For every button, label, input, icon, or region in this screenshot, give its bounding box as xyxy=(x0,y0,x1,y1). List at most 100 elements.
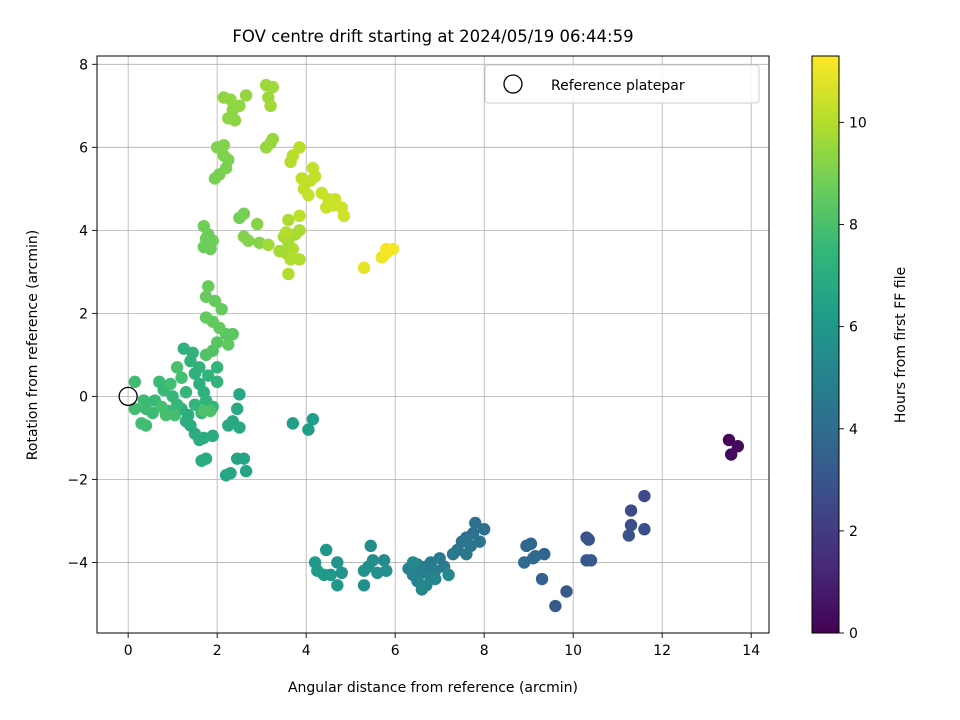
x-tick-label: 12 xyxy=(653,643,671,659)
data-point xyxy=(469,516,482,530)
data-point xyxy=(195,454,208,467)
data-point xyxy=(279,226,293,239)
data-point xyxy=(266,80,279,94)
data-point xyxy=(560,585,573,598)
data-point xyxy=(239,89,253,102)
data-point xyxy=(286,242,300,256)
data-point xyxy=(306,413,320,426)
data-point xyxy=(331,579,344,592)
data-point xyxy=(262,238,275,252)
data-point xyxy=(622,529,636,542)
data-point xyxy=(731,440,745,453)
data-point xyxy=(520,539,533,553)
colorbar-tick-label: 10 xyxy=(849,115,867,131)
data-point xyxy=(293,209,306,223)
data-point xyxy=(293,141,306,154)
data-point xyxy=(164,377,177,391)
data-point xyxy=(199,311,213,324)
data-point xyxy=(237,207,251,220)
data-point xyxy=(217,149,231,162)
colorbar-tick-label: 4 xyxy=(849,422,858,438)
data-point xyxy=(202,369,215,382)
data-point xyxy=(549,599,562,613)
x-tick-label: 0 xyxy=(124,643,133,659)
data-point xyxy=(186,346,199,360)
data-point xyxy=(197,219,211,233)
data-point xyxy=(357,261,371,274)
data-point xyxy=(242,234,255,247)
data-point xyxy=(170,361,184,374)
x-tick-label: 8 xyxy=(480,643,489,659)
data-point xyxy=(293,224,306,237)
data-point xyxy=(219,469,233,482)
data-point xyxy=(477,523,491,536)
colorbar-tick-label: 8 xyxy=(849,218,858,234)
data-point xyxy=(357,564,371,577)
data-point xyxy=(264,99,277,113)
data-point xyxy=(302,188,315,202)
data-point xyxy=(282,213,295,227)
colorbar xyxy=(811,55,840,634)
data-point xyxy=(166,390,179,403)
x-tick-label: 4 xyxy=(302,643,311,659)
x-axis-label: Angular distance from reference (arcmin) xyxy=(288,680,578,696)
y-tick-label: 8 xyxy=(79,57,88,73)
data-point xyxy=(206,234,219,247)
data-point xyxy=(584,554,598,567)
y-tick-label: −2 xyxy=(67,472,88,488)
data-point xyxy=(331,556,344,569)
data-point xyxy=(137,394,150,407)
colorbar-ticks: 0 2 4 6 8 10 xyxy=(839,115,867,642)
x-tick-label: 6 xyxy=(391,643,400,659)
data-point xyxy=(337,209,351,223)
data-point xyxy=(286,149,300,162)
x-tick-label: 14 xyxy=(742,643,760,659)
y-axis-ticks: −4 −2 0 2 4 6 8 xyxy=(67,57,97,571)
data-point xyxy=(415,583,429,596)
data-point xyxy=(233,99,246,113)
scatter-points xyxy=(128,78,745,613)
data-point xyxy=(638,489,651,503)
data-point xyxy=(199,290,213,303)
data-point xyxy=(175,371,188,384)
plot-frame xyxy=(96,55,770,634)
data-point xyxy=(251,217,264,231)
data-point xyxy=(188,398,202,411)
data-point xyxy=(357,579,371,592)
data-point xyxy=(724,448,738,461)
data-point xyxy=(239,464,253,478)
data-point xyxy=(282,267,295,281)
data-point xyxy=(228,114,242,127)
x-axis-ticks: 0 2 4 6 8 10 12 14 xyxy=(124,633,760,659)
data-point xyxy=(582,533,595,546)
data-point xyxy=(230,452,244,465)
data-point xyxy=(286,417,300,430)
legend-label: Reference platepar xyxy=(551,78,685,94)
data-point xyxy=(188,427,202,440)
data-point xyxy=(535,572,549,586)
y-tick-label: 2 xyxy=(79,306,88,322)
data-point xyxy=(442,568,455,582)
data-point xyxy=(319,543,333,557)
data-point xyxy=(233,421,246,434)
data-point xyxy=(460,547,473,561)
y-tick-label: 4 xyxy=(79,223,88,239)
data-point xyxy=(311,564,324,577)
colorbar-tick-label: 0 xyxy=(849,626,858,642)
data-point xyxy=(233,388,246,401)
grid-lines xyxy=(97,56,769,633)
colorbar-tick-label: 2 xyxy=(849,524,858,540)
data-point xyxy=(328,193,342,206)
data-point xyxy=(193,361,206,374)
x-tick-label: 2 xyxy=(213,643,222,659)
reference-platepar-marker xyxy=(118,386,138,407)
data-point xyxy=(159,408,173,422)
data-point xyxy=(230,402,244,416)
data-point xyxy=(153,375,166,389)
data-point xyxy=(302,423,315,436)
data-point xyxy=(202,280,215,293)
data-point xyxy=(210,361,224,374)
y-tick-label: 0 xyxy=(79,389,88,405)
data-point xyxy=(128,402,142,416)
data-point xyxy=(264,136,277,150)
